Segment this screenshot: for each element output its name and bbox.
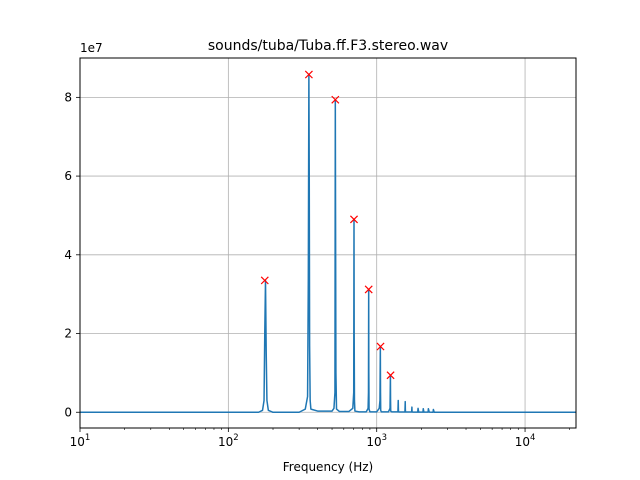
peak-marker-stroke — [304, 70, 313, 79]
peak-marker — [331, 95, 340, 104]
y-tick-label: 4 — [64, 248, 72, 262]
y-tick-label: 6 — [64, 169, 72, 183]
peak-marker-stroke — [331, 95, 340, 104]
x-tick-label: 101 — [70, 433, 91, 449]
y-tick-label: 0 — [64, 405, 72, 419]
y-ticks: 0 2 4 6 8 — [64, 90, 80, 419]
x-tick-label: 102 — [218, 433, 239, 449]
y-tick-label: 2 — [64, 327, 72, 341]
peak-marker — [364, 285, 373, 294]
x-tick-label-base: 10 — [366, 435, 381, 449]
spectrum-line — [80, 73, 576, 414]
plot-frame — [79, 57, 577, 429]
x-tick-label-exponent: 2 — [233, 433, 238, 443]
x-tick-label: 104 — [515, 433, 536, 449]
x-tick-label-exponent: 3 — [382, 433, 387, 443]
peak-marker — [304, 70, 313, 79]
x-axis-label: Frequency (Hz) — [283, 460, 374, 474]
peak-marker — [376, 342, 385, 351]
x-tick-label-exponent: 4 — [530, 433, 535, 443]
x-ticks: 101 102 103 104 — [70, 428, 571, 449]
peak-marker — [349, 215, 359, 224]
chart-title: sounds/tuba/Tuba.ff.F3.stereo.wav — [208, 38, 448, 54]
peak-marker-stroke — [349, 215, 359, 224]
peak-marker-stroke — [260, 276, 269, 285]
x-tick-label: 103 — [366, 433, 387, 449]
x-tick-label-base: 10 — [70, 435, 85, 449]
peak-marker — [260, 276, 269, 285]
peak-marker — [386, 371, 395, 380]
x-tick-label-base: 10 — [515, 435, 530, 449]
peak-marker-stroke — [386, 371, 395, 380]
peak-marker-stroke — [376, 342, 385, 351]
peak-marker-stroke — [364, 285, 373, 294]
series-layer — [80, 70, 576, 414]
y-offset-text: 1e7 — [80, 41, 103, 55]
x-tick-label-exponent: 1 — [85, 433, 90, 443]
y-tick-label: 8 — [64, 90, 72, 104]
x-tick-label-base: 10 — [218, 435, 233, 449]
